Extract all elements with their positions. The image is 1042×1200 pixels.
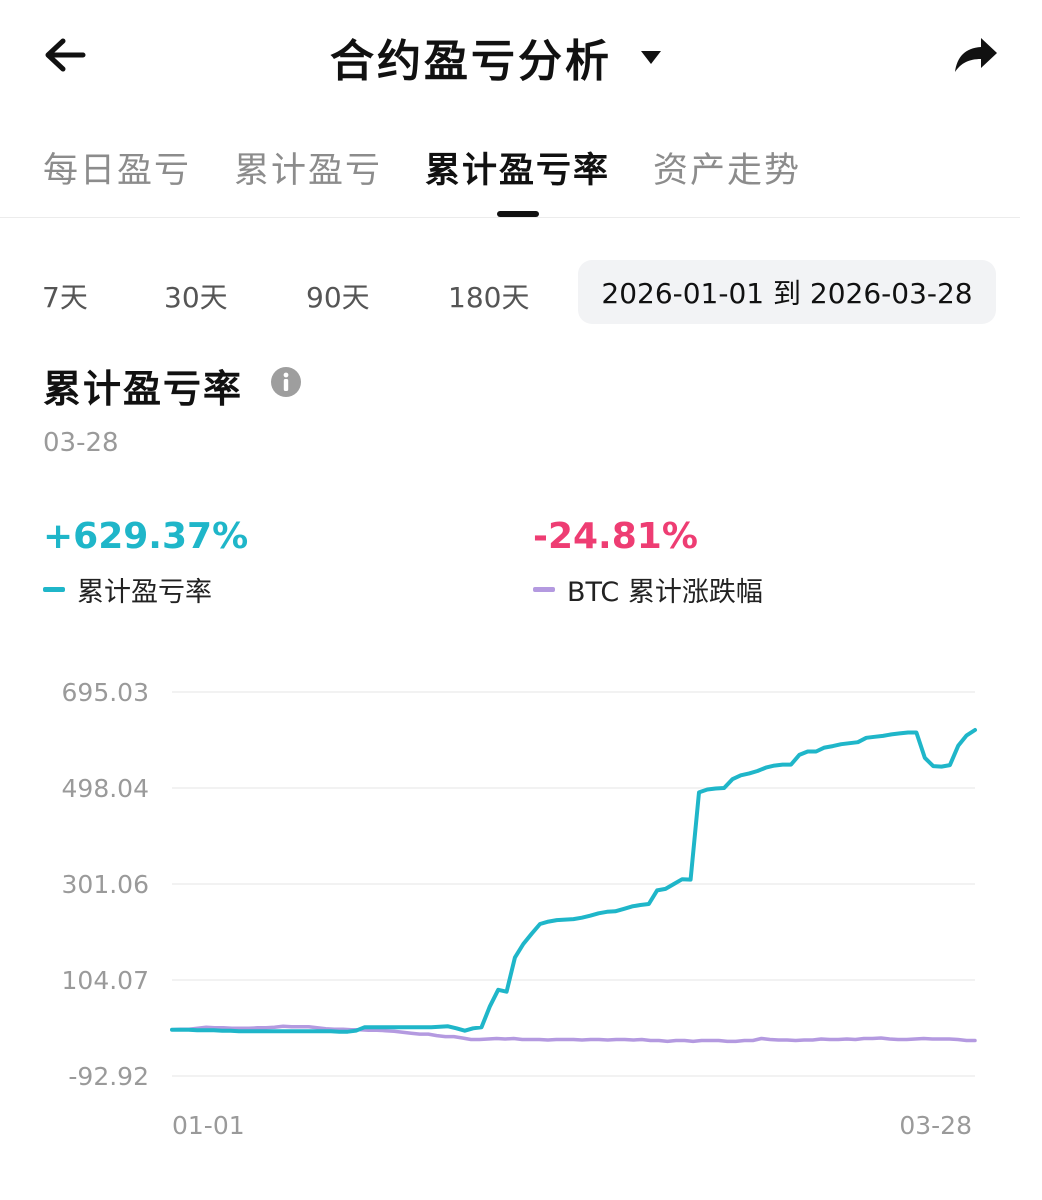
top-bar: 合约盈亏分析 [0, 0, 1042, 120]
share-button[interactable] [944, 26, 1008, 84]
arrow-left-icon [45, 38, 86, 72]
y-tick-label: 695.03 [62, 678, 149, 707]
back-button[interactable] [34, 26, 96, 84]
y-tick-label: 301.06 [62, 870, 149, 899]
tab-cumulative-pnl-rate[interactable]: 累计盈亏率 [425, 151, 611, 191]
range-selector: 7天 30天 90天 180天 2026-01-01 到 2026-03-28 [0, 258, 1042, 328]
series-line-btc [170, 1024, 977, 1044]
legend-swatch-pnl [43, 587, 65, 592]
pnl-rate-value: +629.37% [43, 516, 249, 557]
y-tick-label: -92.92 [68, 1062, 149, 1091]
tab-bar: 每日盈亏 累计盈亏 累计盈亏率 资产走势 [0, 120, 1020, 218]
tab-daily-pnl[interactable]: 每日盈亏 [43, 151, 192, 191]
section-date: 03-28 [43, 428, 119, 458]
tab-cumulative-pnl[interactable]: 累计盈亏 [234, 151, 383, 191]
legend-swatch-btc [533, 587, 555, 592]
range-30d[interactable]: 30天 [164, 281, 228, 314]
range-90d[interactable]: 90天 [306, 281, 370, 314]
page-title: 合约盈亏分析 [330, 36, 612, 87]
share-arrow-icon [955, 38, 997, 72]
y-tick-label: 104.07 [62, 966, 149, 995]
tab-asset-trend[interactable]: 资产走势 [653, 151, 802, 191]
legend-label-btc: BTC 累计涨跌幅 [567, 577, 763, 608]
range-7d[interactable]: 7天 [42, 281, 88, 314]
legend-btc: BTC 累计涨跌幅 [533, 570, 763, 609]
x-tick-label: 03-28 [899, 1111, 972, 1140]
chart-svg: 695.03 498.04 301.06 104.07 -92.92 01-01 03-28 [62, 678, 977, 1140]
series-line-pnl-rate [170, 728, 977, 1034]
y-tick-label: 498.04 [62, 774, 149, 803]
info-icon[interactable] [270, 366, 302, 398]
legend-label-pnl: 累计盈亏率 [77, 577, 212, 608]
title-dropdown[interactable]: 合约盈亏分析 [330, 22, 662, 92]
legend-pnl-rate: 累计盈亏率 [43, 570, 212, 609]
btc-change-value: -24.81% [533, 516, 698, 557]
x-tick-label: 01-01 [172, 1111, 245, 1140]
active-tab-indicator [497, 211, 539, 217]
custom-date-range[interactable]: 2026-01-01 到 2026-03-28 [578, 260, 996, 324]
pnl-rate-chart: 695.03 498.04 301.06 104.07 -92.92 01-01 03-28 [0, 640, 1042, 1180]
caret-down-icon [641, 51, 661, 64]
section-title: 累计盈亏率 [43, 367, 244, 411]
range-180d[interactable]: 180天 [448, 281, 530, 314]
